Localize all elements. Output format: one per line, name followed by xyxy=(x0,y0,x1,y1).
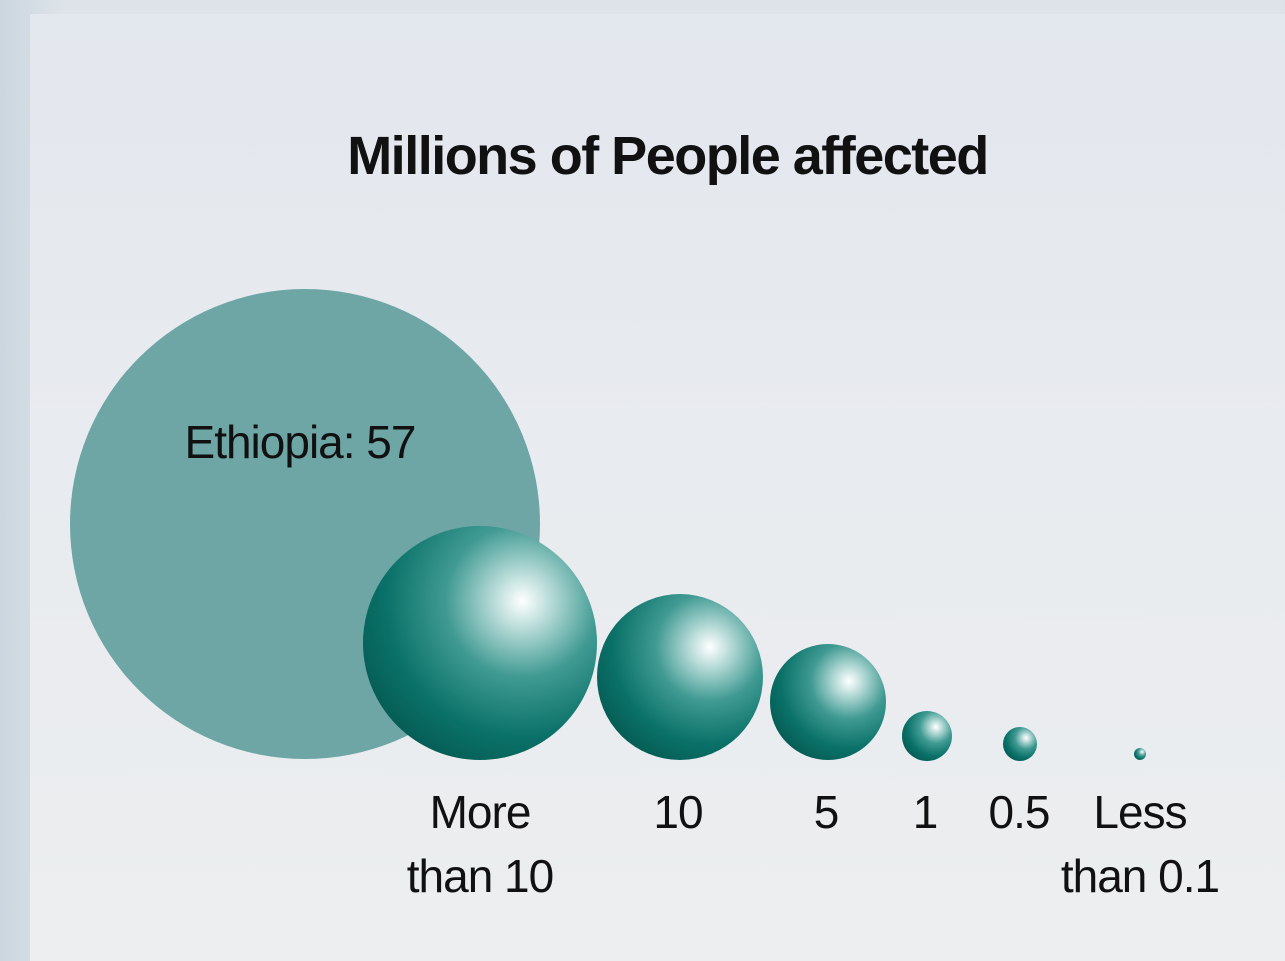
bubble-group: Ethiopia: 57 xyxy=(70,289,1146,761)
legend-label-5-line-1: 0.5 xyxy=(989,786,1050,838)
legend-bubble-3 xyxy=(770,644,886,760)
legend-bubble-1 xyxy=(363,526,597,760)
legend-label-3-line-1: 5 xyxy=(814,786,839,838)
legend-label-1-line-2: than 10 xyxy=(407,850,553,902)
label-group: More than 10 10 5 1 0.5 Less than 0.1 xyxy=(407,786,1220,902)
chart-title: Millions of People affected xyxy=(347,126,989,186)
legend-bubble-2 xyxy=(597,594,763,760)
legend-label-2-line-1: 10 xyxy=(653,786,702,838)
highlight-label: Ethiopia: 57 xyxy=(185,416,416,468)
legend-bubble-5 xyxy=(1003,727,1037,761)
legend-label-6-line-2: than 0.1 xyxy=(1061,850,1219,902)
legend-label-1-line-1: More xyxy=(430,786,531,838)
legend-bubble-6 xyxy=(1134,748,1146,760)
legend-label-4-line-1: 1 xyxy=(913,786,938,838)
legend-bubble-4 xyxy=(902,711,952,761)
legend-label-6-line-1: Less xyxy=(1093,786,1186,838)
